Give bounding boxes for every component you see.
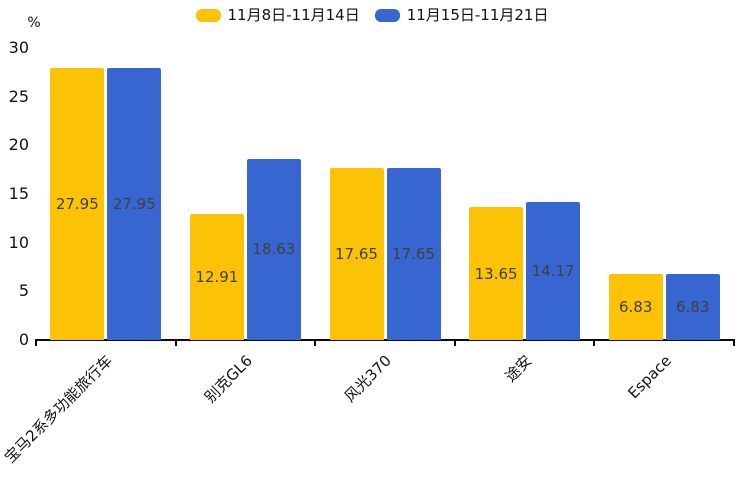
y-tick-label: 10 [8, 232, 29, 252]
bar-value-label: 12.91 [195, 268, 239, 287]
bar-value-label: 6.83 [618, 297, 653, 316]
bar-value-label: 13.65 [474, 264, 518, 283]
legend-item-week1[interactable]: 11月8日-11月14日 [195, 6, 360, 24]
y-tick-label: 30 [8, 38, 29, 57]
bar-11月15日-11月21日-别克GL6: 18.63 [246, 158, 301, 340]
legend: 11月8日-11月14日 11月15日-11月21日 [0, 7, 744, 24]
bar-value-label: 14.17 [531, 262, 575, 281]
x-axis-line [35, 339, 735, 341]
bar-value-label: 27.95 [112, 194, 156, 213]
x-axis-tick [314, 341, 317, 346]
x-axis-tick [593, 341, 596, 346]
bar-11月8日-11月14日-宝马2系多功能旅行车: 27.95 [50, 67, 105, 340]
y-tick-label: 20 [8, 135, 29, 155]
bar-11月8日-11月14日-Espace: 6.83 [608, 273, 663, 340]
y-tick-label: 5 [18, 281, 29, 301]
category-label-别克GL6: 别克GL6 [200, 351, 256, 407]
category-label-宝马2系多功能旅行车: 宝马2系多功能旅行车 [1, 351, 117, 467]
bar-11月8日-11月14日-风光370: 17.65 [329, 168, 384, 340]
y-tick-label: 0 [18, 330, 29, 349]
bar-value-label: 17.65 [335, 245, 378, 264]
bar-11月8日-11月14日-别克GL6: 12.91 [189, 214, 244, 340]
bar-value-label: 6.83 [675, 297, 710, 316]
bar-11月15日-11月21日-风光370: 17.65 [386, 168, 441, 340]
y-tick-label: 15 [8, 184, 29, 203]
legend-swatch-week1 [195, 9, 221, 22]
bar-value-label: 18.63 [252, 240, 296, 259]
x-axis-tick [35, 341, 37, 346]
bar-11月15日-11月21日-途安: 14.17 [526, 202, 581, 340]
x-axis-tick [174, 341, 177, 346]
category-label-Espace: Espace [624, 351, 675, 403]
bar-value-label: 17.65 [392, 245, 435, 264]
x-axis-tick [453, 341, 456, 346]
y-tick-label: 25 [8, 86, 29, 106]
legend-label-week2: 11月15日-11月21日 [406, 6, 549, 24]
bar-11月15日-11月21日-Espace: 6.83 [665, 273, 720, 340]
legend-item-week2[interactable]: 11月15日-11月21日 [374, 6, 549, 24]
y-axis-unit-label: % [27, 15, 41, 31]
x-axis-tick [733, 341, 735, 346]
legend-swatch-week2 [374, 9, 400, 22]
bar-11月8日-11月14日-途安: 13.65 [469, 207, 524, 340]
legend-label-week1: 11月8日-11月14日 [227, 6, 360, 24]
category-label-风光370: 风光370 [341, 351, 396, 406]
category-label-途安: 途安 [501, 351, 535, 386]
bar-value-label: 27.95 [55, 194, 99, 213]
bar-11月15日-11月21日-宝马2系多功能旅行车: 27.95 [107, 67, 162, 340]
